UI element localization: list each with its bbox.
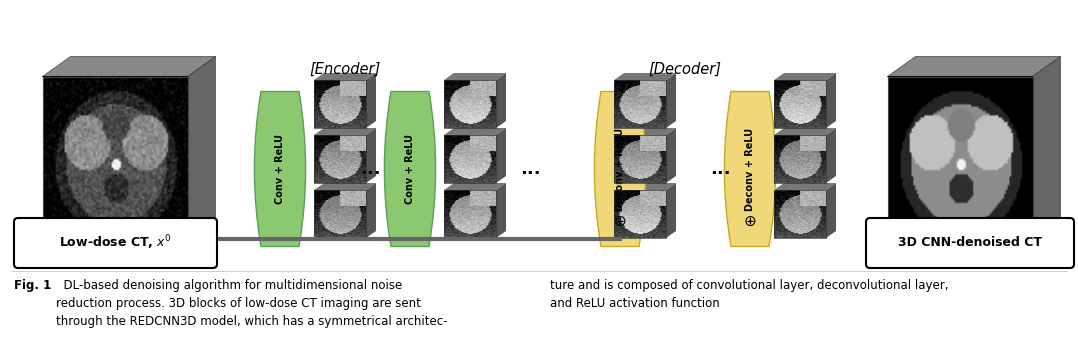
Text: ture and is composed of convolutional layer, deconvolutional layer,
and ReLU act: ture and is composed of convolutional la… (550, 279, 949, 310)
FancyBboxPatch shape (14, 218, 217, 268)
Polygon shape (826, 183, 837, 238)
PathPatch shape (254, 91, 306, 246)
Polygon shape (614, 183, 676, 190)
Polygon shape (444, 183, 506, 190)
Polygon shape (614, 128, 676, 135)
Text: Conv + ReLU: Conv + ReLU (275, 134, 285, 204)
Polygon shape (774, 183, 837, 190)
Text: Low-dose CT, $x^0$: Low-dose CT, $x^0$ (58, 234, 171, 252)
Polygon shape (42, 57, 216, 76)
Text: ...: ... (360, 160, 381, 178)
Text: ...: ... (520, 160, 540, 178)
Polygon shape (826, 73, 837, 128)
Polygon shape (367, 128, 376, 183)
Polygon shape (826, 128, 837, 183)
Polygon shape (314, 128, 376, 135)
Polygon shape (314, 183, 376, 190)
Polygon shape (666, 128, 676, 183)
Polygon shape (666, 73, 676, 128)
Text: Fig. 1: Fig. 1 (14, 279, 52, 292)
Polygon shape (314, 73, 376, 80)
Text: Deconv + ReLU: Deconv + ReLU (745, 127, 755, 210)
Polygon shape (367, 183, 376, 238)
Polygon shape (774, 128, 837, 135)
Text: Deconv + ReLU: Deconv + ReLU (616, 127, 625, 210)
Polygon shape (444, 73, 506, 80)
Text: 3D CNN-denoised CT: 3D CNN-denoised CT (898, 237, 1042, 250)
Polygon shape (774, 73, 837, 80)
Polygon shape (496, 183, 506, 238)
FancyBboxPatch shape (866, 218, 1074, 268)
Text: [Decoder]: [Decoder] (649, 61, 721, 76)
Polygon shape (614, 73, 676, 80)
Text: ⊕: ⊕ (744, 214, 757, 229)
PathPatch shape (594, 91, 646, 246)
Text: Conv + ReLU: Conv + ReLU (405, 134, 415, 204)
Polygon shape (496, 128, 506, 183)
Polygon shape (496, 73, 506, 128)
Polygon shape (1033, 57, 1061, 252)
Polygon shape (188, 57, 216, 252)
Polygon shape (444, 128, 506, 135)
Polygon shape (367, 73, 376, 128)
PathPatch shape (724, 91, 776, 246)
Text: ⊕: ⊕ (613, 214, 626, 229)
Polygon shape (666, 183, 676, 238)
Text: ...: ... (709, 160, 730, 178)
PathPatch shape (385, 91, 436, 246)
Polygon shape (887, 57, 1061, 76)
Text: [Encoder]: [Encoder] (309, 61, 381, 76)
Text: DL-based denoising algorithm for multidimensional noise
reduction process. 3D bl: DL-based denoising algorithm for multidi… (56, 279, 447, 328)
